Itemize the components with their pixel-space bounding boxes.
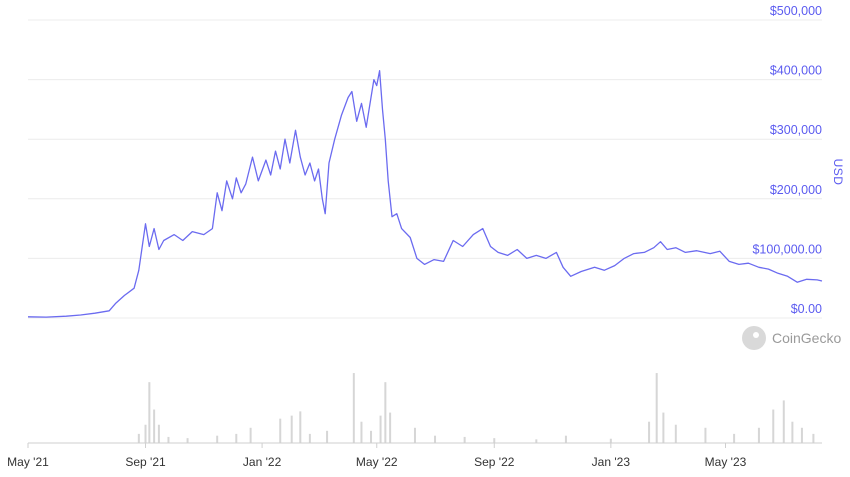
y-tick-label: $0.00	[791, 302, 822, 316]
volume-bar	[299, 411, 302, 443]
price-series-line	[27, 70, 823, 318]
volume-bar	[772, 409, 775, 443]
y-tick-label: $300,000	[770, 123, 822, 137]
volume-bar	[370, 430, 373, 443]
volume-bar	[413, 427, 416, 443]
volume-bar	[216, 435, 219, 443]
price-line	[27, 70, 823, 318]
y-tick-label: $500,000	[770, 4, 822, 18]
volume-bar	[186, 438, 189, 443]
gridlines	[28, 19, 822, 319]
y-tick-label: $400,000	[770, 64, 822, 78]
volume-bar	[379, 415, 382, 443]
volume-bar	[235, 433, 238, 443]
volume-bar	[564, 435, 567, 443]
volume-bar	[308, 433, 311, 443]
volume-bar	[733, 433, 736, 443]
x-tick-label: Sep '22	[474, 455, 515, 469]
volume-bar	[662, 412, 665, 443]
volume-bar	[157, 424, 160, 443]
volume-bar	[704, 427, 707, 443]
volume-bar	[389, 412, 392, 443]
y-axis-label: USD	[831, 159, 845, 186]
volume-bar	[148, 382, 151, 443]
volume-bar	[352, 373, 355, 443]
y-tick-label: $200,000	[770, 183, 822, 197]
y-axis-ticks: $0.00 $100,000.00 $200,000 $300,000 $400,000…	[752, 4, 822, 316]
y-tick-label: $100,000.00	[752, 242, 822, 256]
gecko-logo-icon	[742, 326, 766, 350]
volume-bar	[800, 427, 803, 443]
volume-bar	[648, 421, 651, 443]
volume-bar	[360, 421, 363, 443]
x-tick-label: Jan '23	[592, 455, 631, 469]
volume-bar	[463, 436, 466, 443]
volume-bar	[290, 415, 293, 443]
x-axis-ticks: May '21 Sep '21 Jan '22 May '22 Sep '22 Jan '…	[7, 443, 747, 469]
volume-bar	[434, 435, 437, 443]
volume-bar	[326, 430, 329, 443]
x-tick-label: May '22	[356, 455, 398, 469]
x-tick-label: Jan '22	[243, 455, 282, 469]
volume-bar	[535, 439, 538, 443]
volume-bar	[609, 438, 612, 443]
volume-bar	[782, 400, 785, 443]
volume-bar	[279, 418, 282, 443]
volume-bar	[791, 421, 794, 443]
volume-bar	[493, 438, 496, 443]
volume-bar	[167, 436, 170, 443]
volume-bar	[144, 424, 147, 443]
volume-bar	[249, 427, 252, 443]
x-tick-label: May '23	[705, 455, 747, 469]
watermark-text: CoinGecko	[772, 330, 842, 346]
volume-bar	[655, 373, 658, 443]
volume-bar	[812, 433, 815, 443]
volume-bar	[137, 433, 140, 443]
x-tick-label: May '21	[7, 455, 49, 469]
volume-bar	[384, 382, 387, 443]
x-tick-label: Sep '21	[125, 455, 166, 469]
volume-bar	[674, 424, 677, 443]
volume-bars	[137, 373, 815, 443]
coingecko-watermark: CoinGecko	[742, 326, 841, 350]
volume-bar	[153, 409, 156, 443]
volume-bar	[757, 427, 760, 443]
